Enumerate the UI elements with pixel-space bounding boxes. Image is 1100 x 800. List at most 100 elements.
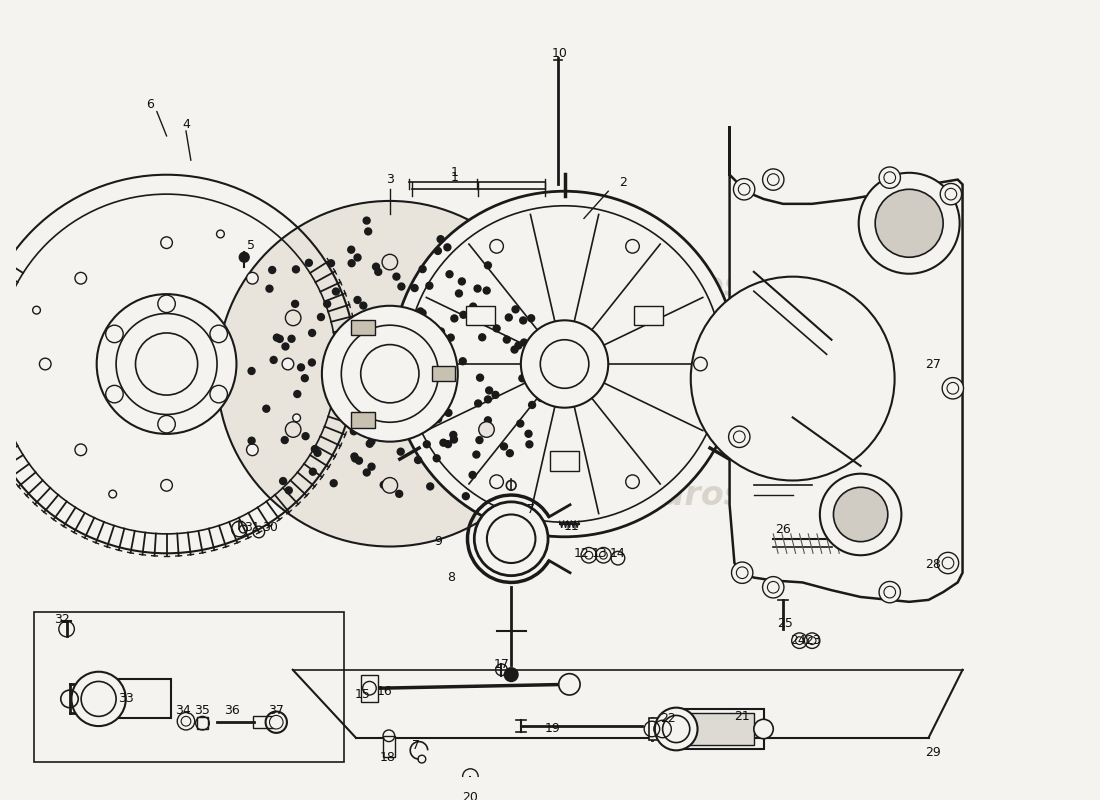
- Circle shape: [424, 441, 430, 448]
- Circle shape: [734, 431, 745, 442]
- Circle shape: [266, 286, 273, 292]
- Text: eurospares: eurospares: [279, 270, 491, 303]
- Circle shape: [366, 440, 373, 447]
- Bar: [681, 714, 754, 745]
- Circle shape: [462, 493, 470, 500]
- Circle shape: [441, 389, 449, 395]
- Circle shape: [270, 715, 283, 729]
- Circle shape: [406, 206, 723, 522]
- Circle shape: [364, 335, 371, 342]
- Circle shape: [210, 386, 228, 403]
- Circle shape: [292, 301, 298, 307]
- Circle shape: [526, 441, 532, 448]
- Circle shape: [528, 315, 535, 322]
- Text: 9: 9: [434, 535, 442, 548]
- Circle shape: [157, 415, 175, 433]
- Circle shape: [444, 244, 451, 250]
- Circle shape: [343, 395, 350, 402]
- Circle shape: [947, 382, 959, 394]
- Text: 30: 30: [263, 521, 278, 534]
- Circle shape: [382, 423, 388, 430]
- Text: 21: 21: [735, 710, 750, 723]
- Circle shape: [490, 239, 504, 253]
- Circle shape: [363, 469, 370, 476]
- Text: 26: 26: [776, 522, 791, 535]
- Circle shape: [421, 374, 429, 380]
- Bar: [99, 679, 172, 718]
- Circle shape: [117, 314, 217, 414]
- Circle shape: [334, 361, 341, 367]
- Circle shape: [417, 308, 424, 315]
- Circle shape: [249, 438, 255, 444]
- Circle shape: [309, 330, 316, 336]
- Circle shape: [375, 269, 382, 275]
- Bar: [649, 718, 676, 740]
- Circle shape: [318, 314, 324, 321]
- Text: 34: 34: [175, 704, 191, 717]
- Circle shape: [364, 349, 371, 355]
- Circle shape: [351, 428, 358, 434]
- Circle shape: [355, 321, 362, 328]
- Circle shape: [415, 457, 421, 463]
- Circle shape: [884, 172, 895, 183]
- Circle shape: [396, 490, 403, 498]
- Circle shape: [397, 448, 404, 455]
- Circle shape: [381, 482, 387, 488]
- Circle shape: [483, 287, 491, 294]
- Circle shape: [484, 262, 492, 269]
- Text: 31: 31: [244, 521, 260, 534]
- Text: 15: 15: [354, 687, 371, 701]
- Bar: [352, 412, 375, 428]
- Circle shape: [694, 358, 707, 371]
- Circle shape: [285, 487, 293, 494]
- Circle shape: [109, 490, 117, 498]
- Circle shape: [762, 577, 784, 598]
- Circle shape: [97, 294, 236, 434]
- Circle shape: [364, 398, 371, 405]
- Text: 11: 11: [563, 520, 580, 533]
- Text: 17: 17: [494, 658, 509, 671]
- Circle shape: [506, 450, 514, 457]
- Circle shape: [288, 335, 295, 342]
- Circle shape: [449, 389, 455, 395]
- Bar: [361, 674, 378, 702]
- Circle shape: [293, 414, 300, 422]
- Circle shape: [363, 393, 371, 400]
- Circle shape: [332, 395, 339, 402]
- Circle shape: [426, 282, 432, 289]
- Circle shape: [433, 455, 440, 462]
- Circle shape: [373, 263, 380, 270]
- Circle shape: [440, 439, 447, 446]
- Circle shape: [371, 358, 377, 364]
- Circle shape: [879, 167, 901, 188]
- Circle shape: [943, 557, 954, 569]
- Text: 35: 35: [195, 704, 210, 717]
- Circle shape: [40, 358, 51, 370]
- Circle shape: [478, 334, 485, 341]
- Circle shape: [455, 290, 462, 297]
- Circle shape: [520, 317, 527, 324]
- Circle shape: [937, 552, 959, 574]
- Circle shape: [382, 478, 397, 493]
- Circle shape: [354, 297, 361, 303]
- Circle shape: [540, 340, 589, 388]
- Circle shape: [240, 252, 249, 262]
- Circle shape: [437, 236, 444, 242]
- Circle shape: [884, 586, 895, 598]
- Circle shape: [504, 336, 510, 343]
- Circle shape: [360, 335, 366, 342]
- Circle shape: [662, 715, 690, 742]
- Circle shape: [859, 173, 959, 274]
- Circle shape: [393, 322, 399, 328]
- Circle shape: [447, 348, 453, 354]
- Bar: [431, 366, 455, 382]
- Circle shape: [476, 437, 483, 443]
- Bar: [550, 451, 579, 470]
- Circle shape: [534, 385, 541, 391]
- Circle shape: [308, 359, 316, 366]
- Circle shape: [513, 306, 519, 313]
- Circle shape: [945, 188, 957, 200]
- Circle shape: [515, 342, 521, 349]
- Circle shape: [360, 302, 366, 309]
- Circle shape: [271, 357, 277, 363]
